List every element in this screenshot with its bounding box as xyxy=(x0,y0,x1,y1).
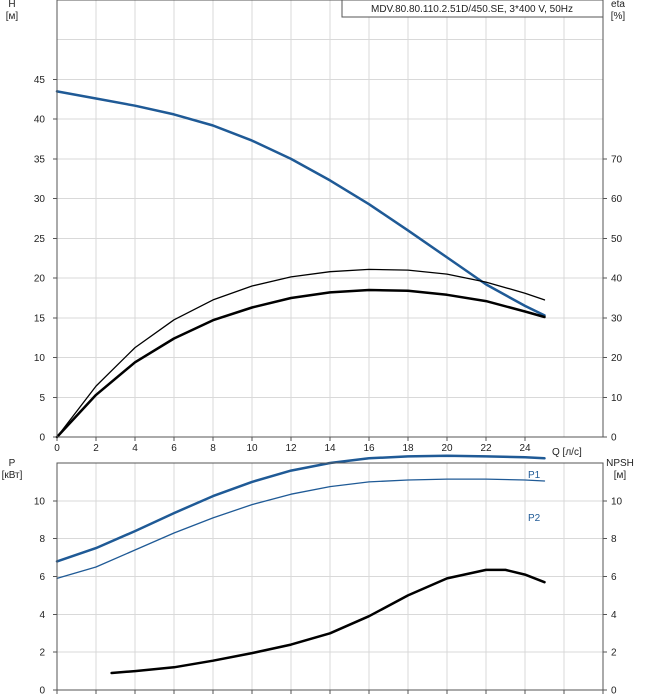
y-tick-label: 20 xyxy=(34,274,46,285)
power-npsh-panel: 0 2 4 6 8 10 0 2 4 6 8 10 P [кВт] NPSH [м] P1 P2 xyxy=(2,454,634,697)
y2-tick-label: 20 xyxy=(611,353,623,364)
power-plot-frame xyxy=(56,462,604,691)
x-tick-label: 14 xyxy=(324,443,336,454)
y2-tick-label: 0 xyxy=(611,686,617,697)
head-axis-ticks: 0 2 4 6 8 10 12 14 16 18 20 22 240510152025303540450… xyxy=(34,75,623,454)
y-tick-label: 8 xyxy=(39,534,45,545)
x-tick-label: 12 xyxy=(285,443,297,454)
head-curves xyxy=(55,90,546,439)
x-tick-label: 10 xyxy=(246,443,258,454)
power-axis-ticks: 0 2 4 6 8 10 0 2 4 6 8 10 xyxy=(34,496,623,696)
x-tick-label: 18 xyxy=(402,443,414,454)
curve-eta-total xyxy=(55,288,546,439)
series-label-p1: P1 xyxy=(528,470,541,481)
y-tick-label: 10 xyxy=(34,496,46,507)
y-tick-label: 6 xyxy=(39,572,45,583)
y-tick-label: 30 xyxy=(34,194,46,205)
y2-tick-label: 4 xyxy=(611,610,617,621)
head-plot-frame xyxy=(56,0,604,438)
x-tick-label: 4 xyxy=(132,443,138,454)
y2-tick-label: 10 xyxy=(611,496,623,507)
y-tick-label: 15 xyxy=(34,313,46,324)
head-efficiency-panel: 0 2 4 6 8 10 12 14 16 18 20 22 240510152025303540450… xyxy=(6,0,626,458)
power-curves xyxy=(55,454,546,675)
y2-tick-label: 6 xyxy=(611,572,617,583)
y-tick-label: 35 xyxy=(34,154,46,165)
x-tick-label: 2 xyxy=(93,443,99,454)
eta-axis-name: eta xyxy=(611,0,625,10)
npsh-axis-unit: [м] xyxy=(614,470,627,481)
x-tick-label: 8 xyxy=(210,443,216,454)
y2-tick-label: 0 xyxy=(611,433,617,444)
y-tick-label: 4 xyxy=(39,610,45,621)
y2-tick-label: 30 xyxy=(611,313,623,324)
power-grid xyxy=(56,462,604,691)
y-tick-label: 5 xyxy=(39,393,45,404)
power-axis-name: P xyxy=(9,458,16,469)
x-tick-label: 0 xyxy=(54,443,60,454)
curve-p2 xyxy=(56,478,546,580)
y-tick-label: 10 xyxy=(34,353,46,364)
flow-axis-label: Q [л/с] xyxy=(552,447,582,458)
x-tick-label: 24 xyxy=(519,443,531,454)
chart-title-box xyxy=(341,0,604,18)
y2-tick-label: 2 xyxy=(611,648,617,659)
power-axis-unit: [кВт] xyxy=(2,470,23,481)
curve-h xyxy=(55,90,546,317)
y2-tick-label: 50 xyxy=(611,234,623,245)
y2-tick-label: 40 xyxy=(611,274,623,285)
head-grid xyxy=(56,0,604,438)
curve-eta xyxy=(56,268,546,438)
y2-tick-label: 60 xyxy=(611,194,623,205)
y-tick-label: 40 xyxy=(34,115,46,126)
x-tick-label: 6 xyxy=(171,443,177,454)
x-tick-label: 20 xyxy=(441,443,453,454)
y2-tick-label: 70 xyxy=(611,154,623,165)
y-tick-label: 0 xyxy=(39,433,45,444)
head-axis-name: H xyxy=(8,0,15,10)
y-tick-label: 0 xyxy=(39,686,45,697)
npsh-axis-name: NPSH xyxy=(606,458,634,469)
y-tick-label: 2 xyxy=(39,648,45,659)
curve-p1 xyxy=(55,454,546,563)
series-label-p2: P2 xyxy=(528,513,541,524)
eta-axis-unit: [%] xyxy=(611,11,626,22)
curve-npsh xyxy=(110,568,546,675)
y2-tick-label: 8 xyxy=(611,534,617,545)
y2-tick-label: 10 xyxy=(611,393,623,404)
y-tick-label: 45 xyxy=(34,75,46,86)
chart-title: MDV.80.80.110.2.51D/450.SE, 3*400 V, 50H… xyxy=(371,4,573,15)
x-tick-label: 22 xyxy=(480,443,492,454)
x-tick-label: 16 xyxy=(363,443,375,454)
head-axis-unit: [м] xyxy=(6,11,19,22)
y-tick-label: 25 xyxy=(34,234,46,245)
